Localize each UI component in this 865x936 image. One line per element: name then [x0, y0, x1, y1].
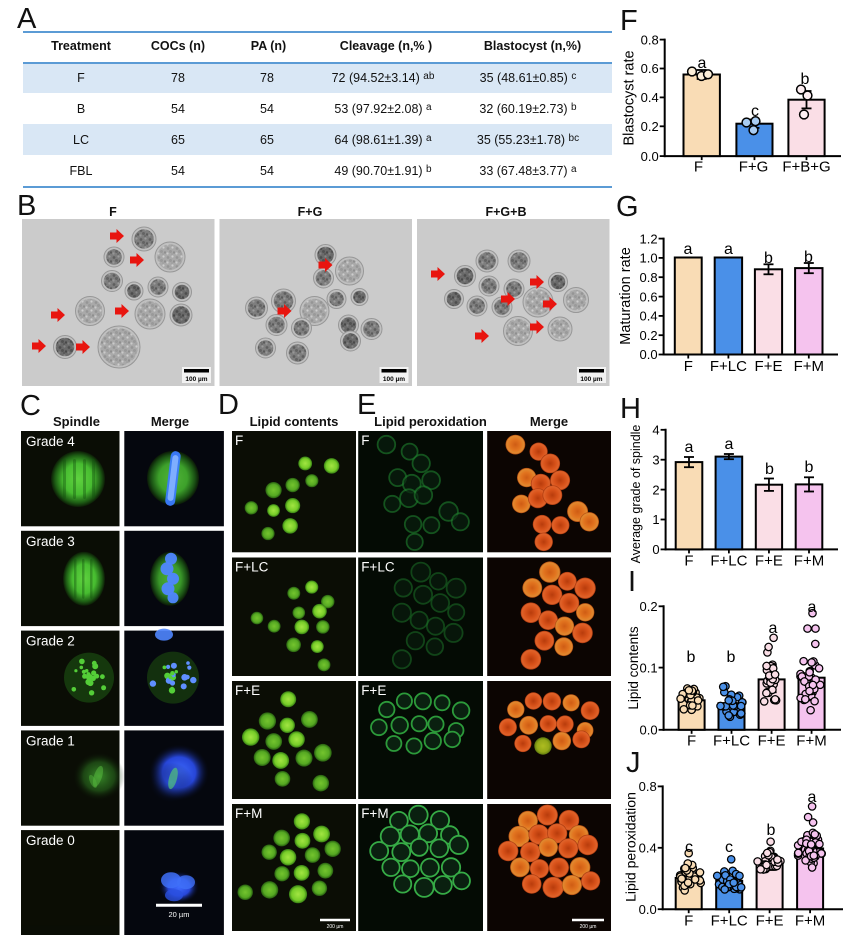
svg-text:F+LC: F+LC [235, 560, 269, 575]
svg-text:a: a [684, 241, 693, 258]
svg-text:F+LC: F+LC [710, 553, 747, 570]
svg-text:0.4: 0.4 [641, 90, 659, 105]
svg-text:b: b [804, 249, 813, 266]
svg-text:2: 2 [652, 482, 659, 497]
svg-text:1: 1 [652, 512, 659, 527]
svg-text:1.2: 1.2 [640, 232, 658, 246]
svg-text:Lipid peroxidation: Lipid peroxidation [623, 792, 639, 902]
svg-text:F+M: F+M [795, 913, 825, 930]
svg-text:c: c [725, 839, 733, 856]
svg-text:F: F [694, 159, 703, 176]
svg-text:3: 3 [652, 452, 659, 467]
svg-text:0.6: 0.6 [641, 61, 659, 76]
svg-text:F: F [235, 433, 243, 448]
svg-text:Maturation rate: Maturation rate [618, 247, 634, 345]
svg-text:Blastocyst rate: Blastocyst rate [622, 50, 638, 145]
svg-text:a: a [725, 436, 734, 453]
svg-text:c: c [751, 103, 759, 120]
svg-text:F+LC: F+LC [711, 913, 748, 930]
svg-text:0.6: 0.6 [640, 289, 658, 304]
svg-text:b: b [767, 822, 776, 839]
svg-text:F+M: F+M [794, 553, 824, 570]
svg-text:0.0: 0.0 [640, 347, 658, 362]
svg-text:b: b [764, 250, 773, 267]
svg-text:b: b [727, 649, 736, 666]
svg-text:Lipid contents: Lipid contents [626, 626, 641, 710]
svg-text:F+B+G: F+B+G [782, 159, 830, 176]
svg-text:20 µm: 20 µm [169, 910, 190, 919]
svg-text:0.4: 0.4 [639, 841, 657, 856]
svg-text:1.0: 1.0 [640, 251, 658, 266]
svg-text:200 µm: 200 µm [580, 924, 597, 930]
svg-text:F: F [361, 433, 369, 448]
svg-text:4: 4 [652, 423, 659, 438]
svg-text:F+G: F+G [739, 159, 769, 176]
svg-text:0.0: 0.0 [641, 149, 659, 164]
svg-text:F: F [684, 358, 693, 375]
svg-text:Grade 0: Grade 0 [26, 833, 75, 848]
svg-text:0.8: 0.8 [640, 270, 658, 285]
svg-text:F: F [687, 733, 696, 750]
svg-text:F+LC: F+LC [710, 358, 747, 375]
svg-text:b: b [801, 71, 810, 88]
svg-text:b: b [687, 649, 696, 666]
svg-text:a: a [769, 620, 778, 637]
svg-text:F+LC: F+LC [713, 733, 750, 750]
svg-text:0.1: 0.1 [640, 660, 658, 675]
svg-text:a: a [698, 55, 707, 72]
svg-text:Grade 4: Grade 4 [26, 434, 75, 449]
svg-text:0.8: 0.8 [639, 779, 657, 794]
svg-text:0.8: 0.8 [641, 32, 659, 47]
svg-text:Grade 3: Grade 3 [26, 534, 75, 549]
svg-text:Grade 1: Grade 1 [26, 733, 75, 748]
svg-text:100 µm: 100 µm [580, 376, 602, 383]
svg-text:a: a [724, 241, 733, 258]
svg-text:0.0: 0.0 [639, 902, 657, 917]
svg-text:F+E: F+E [235, 683, 260, 698]
svg-text:F+LC: F+LC [361, 560, 395, 575]
svg-text:a: a [808, 789, 817, 806]
svg-text:F+E: F+E [756, 913, 784, 930]
svg-text:100 µm: 100 µm [383, 376, 405, 383]
svg-text:0.0: 0.0 [640, 723, 658, 738]
svg-text:c: c [685, 839, 693, 856]
svg-text:200 µm: 200 µm [327, 924, 344, 930]
svg-text:Grade 2: Grade 2 [26, 634, 75, 649]
svg-text:F: F [684, 913, 693, 930]
svg-text:b: b [805, 459, 814, 476]
svg-text:0.2: 0.2 [640, 599, 658, 614]
svg-text:0.4: 0.4 [640, 309, 658, 324]
svg-text:0.2: 0.2 [640, 328, 658, 343]
svg-text:F+M: F+M [796, 733, 826, 750]
svg-text:F+M: F+M [235, 806, 262, 821]
svg-text:0: 0 [652, 542, 659, 557]
svg-text:Average grade of spindle: Average grade of spindle [629, 425, 643, 564]
svg-text:F: F [684, 553, 693, 570]
svg-text:F+M: F+M [361, 806, 388, 821]
svg-text:F+E: F+E [758, 733, 786, 750]
svg-text:100 µm: 100 µm [185, 376, 207, 383]
svg-text:F+E: F+E [755, 358, 783, 375]
svg-text:a: a [685, 439, 694, 456]
svg-text:a: a [808, 599, 817, 616]
svg-text:F+M: F+M [794, 358, 824, 375]
svg-text:0.2: 0.2 [641, 119, 659, 134]
svg-text:F+E: F+E [755, 553, 783, 570]
svg-text:F+E: F+E [361, 683, 386, 698]
svg-text:b: b [765, 461, 774, 478]
